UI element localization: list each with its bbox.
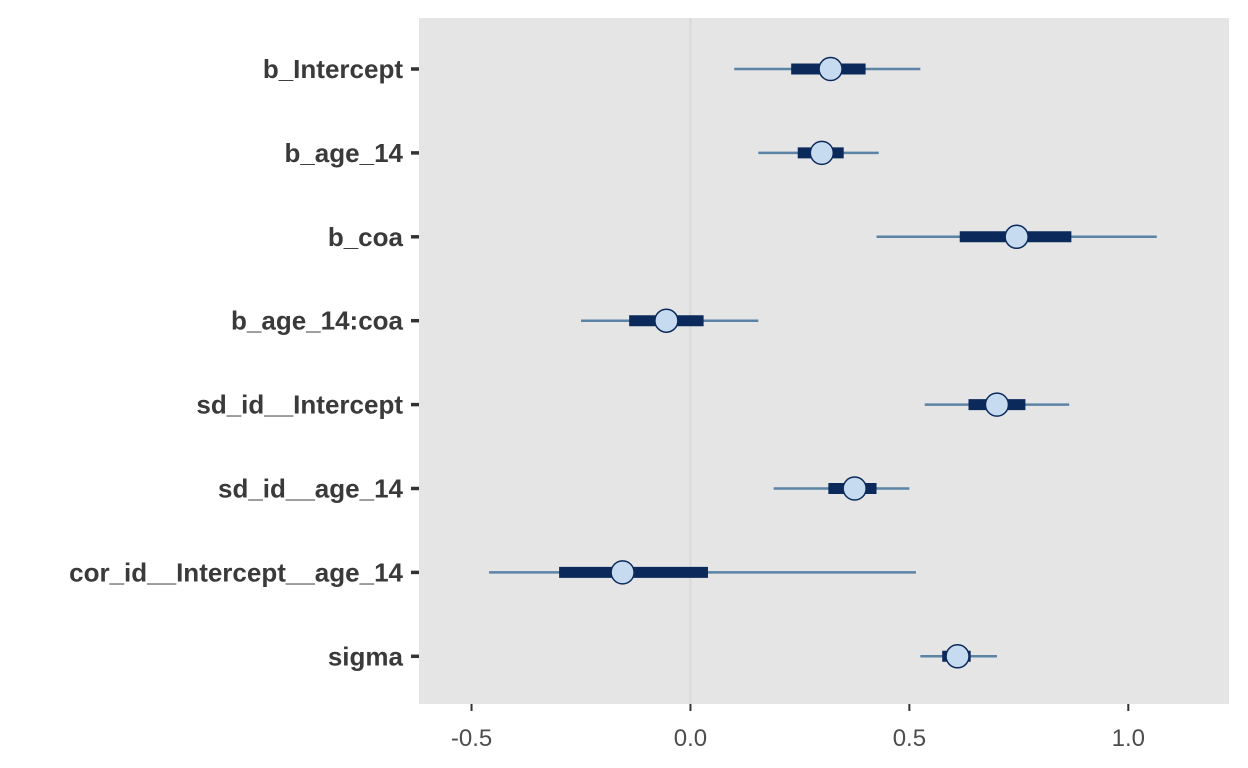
point-estimate <box>945 644 970 669</box>
point-estimate <box>818 56 843 82</box>
x-tick-label: 1.0 <box>1112 725 1145 752</box>
interval-marks <box>489 56 1157 669</box>
point-estimate <box>984 392 1010 417</box>
y-axis: b_Intercept b_age_14 b_coa b_age_14:coa sd_i… <box>69 54 419 671</box>
x-tick-label: 0.5 <box>893 725 926 752</box>
point-estimate <box>654 308 679 333</box>
x-tick-label: 0.0 <box>674 725 707 752</box>
x-axis: -0.5 0.0 0.5 1.0 <box>451 704 1145 752</box>
point-estimate <box>1004 224 1029 250</box>
point-estimate <box>809 140 835 166</box>
point-estimate <box>610 560 635 585</box>
y-tick-label: b_Intercept <box>263 54 403 84</box>
point-estimate <box>842 476 867 501</box>
y-tick-label: cor_id__Intercept__age_14 <box>69 557 403 587</box>
plot-panel <box>419 18 1229 704</box>
y-tick-label: sd_id__Intercept <box>196 390 403 420</box>
y-tick-label: b_coa <box>328 222 404 252</box>
y-tick-label: sigma <box>328 641 404 671</box>
y-tick-label: b_age_14:coa <box>231 306 404 336</box>
x-tick-label: -0.5 <box>451 725 492 752</box>
y-tick-label: b_age_14 <box>284 138 403 168</box>
y-tick-label: sd_id__age_14 <box>218 474 404 504</box>
